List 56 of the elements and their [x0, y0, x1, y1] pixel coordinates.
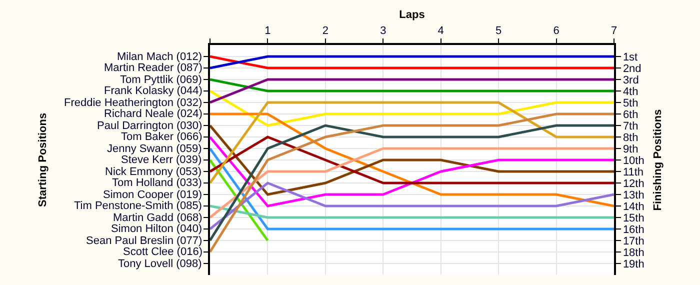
text: Simon Hilton (040)	[111, 223, 202, 235]
y-tick-label: 1st	[622, 51, 638, 64]
y-tick-label: 3rd	[622, 74, 639, 86]
line-series	[210, 136, 614, 208]
text: Paul Darrington (030)	[97, 120, 202, 132]
text: Jenny Swann (059)	[107, 143, 202, 155]
y-tick-label: 14th	[622, 200, 644, 213]
line-series	[210, 112, 614, 254]
y-tick-label: 5th	[622, 97, 638, 110]
line-series	[210, 136, 614, 184]
text: Tom Baker (066)	[121, 131, 202, 143]
line-series	[210, 182, 614, 230]
x-tick-label: 5	[496, 24, 502, 37]
text: Freddie Heatherington (032)	[64, 97, 202, 109]
text: Tom Pyttlik (069)	[120, 74, 202, 86]
text: Simon Cooper (019)	[103, 189, 202, 201]
text: Starting Positions	[37, 112, 49, 207]
text: Nick Emmony (053)	[105, 166, 202, 178]
y-tick-label: 17th	[622, 235, 644, 248]
line-series	[210, 112, 614, 208]
y-tick-label: 11th	[622, 166, 644, 178]
line-series	[210, 90, 614, 127]
text: Scott Clee (016)	[123, 246, 202, 258]
text: Tim Penstone-Smith (085)	[74, 200, 202, 212]
x-tick-label: 4	[438, 24, 444, 37]
text: Steve Kerr (039)	[121, 154, 202, 166]
line-series	[210, 124, 614, 242]
y-tick-label: 8th	[622, 132, 638, 144]
line-series	[210, 124, 614, 196]
y-tick-label: 6th	[622, 108, 638, 121]
text: Frank Kolasky (044)	[104, 85, 202, 97]
y-tick-label: 16th	[622, 224, 644, 236]
y-tick-label: 7th	[622, 120, 638, 132]
text: Milan Mach (012)	[117, 51, 202, 63]
text: Richard Neale (024)	[104, 108, 202, 120]
y-tick-label: 2nd	[622, 62, 642, 75]
text: Martin Reader (087)	[104, 62, 202, 74]
text: Martin Gadd (068)	[113, 212, 202, 224]
y-tick-label: 19th	[622, 258, 644, 270]
text: Sean Paul Breslin (077)	[86, 235, 202, 247]
x-axis-title: Laps	[399, 9, 425, 21]
x-tick-label: 6	[553, 24, 560, 37]
x-tick-label: 3	[380, 24, 386, 37]
y-axis-title: Finishing Positions	[652, 109, 664, 211]
text: Tony Lovell (098)	[118, 258, 202, 270]
y-tick-label: 9th	[622, 143, 638, 156]
y-tick-label: 18th	[622, 246, 644, 259]
text: Tom Holland (033)	[112, 177, 202, 189]
x-tick-label: 7	[610, 24, 618, 37]
y-tick-label: 15th	[622, 212, 644, 224]
y-tick-label: 10th	[622, 154, 644, 167]
y-tick-label: 13th	[622, 189, 644, 202]
y-tick-label: 4th	[622, 86, 638, 98]
x-tick-label: 1	[264, 24, 271, 37]
y-tick-label: 12th	[622, 178, 644, 190]
x-tick-label: 2	[322, 24, 328, 37]
